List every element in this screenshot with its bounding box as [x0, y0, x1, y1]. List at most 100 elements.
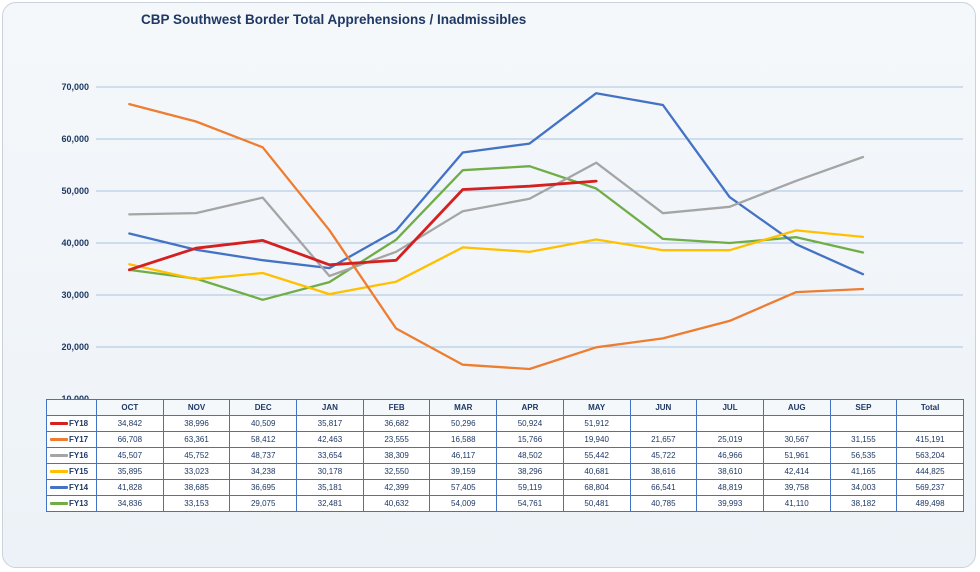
- table-cell: 41,165: [829, 463, 898, 480]
- table-cell: 34,836: [96, 495, 164, 512]
- table-cell: [629, 415, 698, 432]
- table-cell: 42,414: [762, 463, 831, 480]
- series-legend-label: FY18: [46, 415, 97, 432]
- month-header: AUG: [762, 399, 831, 416]
- table-header-row: OCT NOV DEC JAN FEB MAR APR MAY JUN JUL AUG SEP Tota…: [46, 399, 964, 416]
- table-cell: 54,761: [496, 495, 564, 512]
- table-cell: 33,023: [162, 463, 231, 480]
- month-header: JUL: [696, 399, 764, 416]
- table-cell: 39,758: [762, 479, 831, 496]
- chart-title: CBP Southwest Border Total Apprehensions…: [141, 12, 527, 27]
- table-cell: 33,654: [296, 447, 364, 464]
- month-header: APR: [496, 399, 564, 416]
- table-cell: 68,804: [562, 479, 631, 496]
- table-cell: 48,737: [229, 447, 298, 464]
- table-row: FY17 66,708 63,361 58,412 42,463 23,555 16,588…: [46, 431, 964, 448]
- table-cell: 59,119: [496, 479, 564, 496]
- table-cell: [762, 415, 831, 432]
- table-cell: 34,003: [829, 479, 898, 496]
- y-tick-label: 20,000: [61, 342, 89, 352]
- table-cell: 48,502: [496, 447, 564, 464]
- table-cell: 50,481: [562, 495, 631, 512]
- table-cell: 16,588: [429, 431, 498, 448]
- table-cell: 32,481: [296, 495, 364, 512]
- table-row: FY16 45,507 45,752 48,737 33,654 38,309 46,117…: [46, 447, 964, 464]
- table-cell: 32,550: [362, 463, 431, 480]
- month-header: NOV: [162, 399, 231, 416]
- table-cell: 36,682: [362, 415, 431, 432]
- table-cell: 66,708: [96, 431, 164, 448]
- table-cell: 25,019: [696, 431, 764, 448]
- series-line-fy15: [128, 229, 865, 296]
- legend-swatch: [50, 438, 68, 442]
- table-cell: 39,159: [429, 463, 498, 480]
- table-cell: 40,785: [629, 495, 698, 512]
- table-cell: 29,075: [229, 495, 298, 512]
- table-cell: 30,178: [296, 463, 364, 480]
- y-tick-label: 40,000: [61, 238, 89, 248]
- table-cell: 38,616: [629, 463, 698, 480]
- table-cell: 36,695: [229, 479, 298, 496]
- table-cell: 38,610: [696, 463, 764, 480]
- y-tick-label: 60,000: [61, 134, 89, 144]
- table-cell: 40,509: [229, 415, 298, 432]
- table-cell: 30,567: [762, 431, 831, 448]
- table-cell: 41,110: [762, 495, 831, 512]
- table-cell: 58,412: [229, 431, 298, 448]
- series-name: FY17: [69, 435, 89, 444]
- series-legend-label: FY15: [46, 463, 97, 480]
- series-name: FY14: [69, 483, 89, 492]
- table-cell: 51,961: [762, 447, 831, 464]
- month-header: JAN: [296, 399, 364, 416]
- legend-swatch: [50, 470, 68, 474]
- y-tick-label: 70,000: [61, 82, 89, 92]
- table-cell: 45,752: [162, 447, 231, 464]
- month-header: OCT: [96, 399, 164, 416]
- table-cell: 42,399: [362, 479, 431, 496]
- table-cell: 45,507: [96, 447, 164, 464]
- table-cell: 15,766: [496, 431, 564, 448]
- table-cell: [829, 415, 898, 432]
- table-cell: 23,555: [362, 431, 431, 448]
- table-cell: 63,361: [162, 431, 231, 448]
- total-header: Total: [896, 399, 964, 416]
- total-cell: 563,204: [896, 447, 964, 464]
- total-cell: [896, 415, 964, 432]
- total-cell: 415,191: [896, 431, 964, 448]
- legend-swatch: [50, 422, 68, 426]
- table-cell: 54,009: [429, 495, 498, 512]
- table-row: FY14 41,828 38,685 36,695 35,181 42,399 57,405…: [46, 479, 964, 496]
- month-header: MAR: [429, 399, 498, 416]
- total-cell: 489,498: [896, 495, 964, 512]
- month-header: SEP: [829, 399, 898, 416]
- table-cell: 38,996: [162, 415, 231, 432]
- table-cell: 51,912: [562, 415, 631, 432]
- series-line-fy17: [128, 102, 865, 371]
- series-legend-label: FY13: [46, 495, 97, 512]
- table-cell: 55,442: [562, 447, 631, 464]
- table-cell: 50,924: [496, 415, 564, 432]
- data-table: OCT NOV DEC JAN FEB MAR APR MAY JUN JUL AUG SEP Tota…: [46, 399, 964, 512]
- series-legend-label: FY16: [46, 447, 97, 464]
- series-name: FY13: [69, 499, 89, 508]
- table-cell: 34,238: [229, 463, 298, 480]
- table-cell: 48,819: [696, 479, 764, 496]
- table-cell: 46,966: [696, 447, 764, 464]
- table-cell: 35,895: [96, 463, 164, 480]
- table-cell: 34,842: [96, 415, 164, 432]
- table-row: FY13 34,836 33,153 29,075 32,481 40,632 54,009…: [46, 495, 964, 512]
- month-header: JUN: [629, 399, 698, 416]
- table-cell: 19,940: [562, 431, 631, 448]
- table-cell: [696, 415, 764, 432]
- table-cell: 33,153: [162, 495, 231, 512]
- series-name: FY15: [69, 467, 89, 476]
- total-cell: 444,825: [896, 463, 964, 480]
- table-cell: 38,296: [496, 463, 564, 480]
- legend-swatch: [50, 486, 68, 490]
- month-header: MAY: [562, 399, 631, 416]
- series-name: FY16: [69, 451, 89, 460]
- table-cell: 31,155: [829, 431, 898, 448]
- series-legend-label: FY14: [46, 479, 97, 496]
- table-cell: 38,182: [829, 495, 898, 512]
